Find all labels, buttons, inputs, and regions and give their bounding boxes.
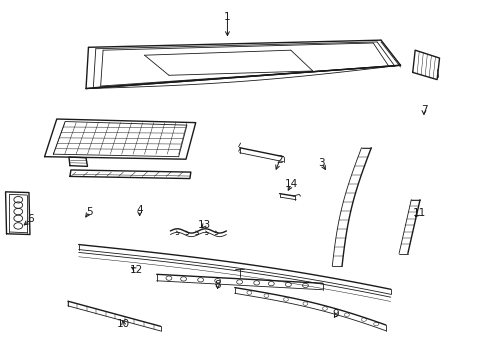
Text: 8: 8 [214, 280, 221, 290]
Text: 5: 5 [86, 207, 93, 217]
Text: 10: 10 [117, 319, 130, 329]
Text: 2: 2 [276, 155, 283, 165]
Text: 6: 6 [27, 215, 34, 224]
Text: 7: 7 [420, 105, 427, 115]
Text: 12: 12 [129, 265, 142, 275]
Text: 1: 1 [224, 12, 230, 22]
Text: 3: 3 [318, 158, 324, 168]
Text: 4: 4 [136, 206, 142, 216]
Text: 14: 14 [284, 179, 297, 189]
Text: 13: 13 [198, 220, 211, 230]
Text: 11: 11 [411, 208, 425, 218]
Text: 9: 9 [332, 310, 339, 319]
